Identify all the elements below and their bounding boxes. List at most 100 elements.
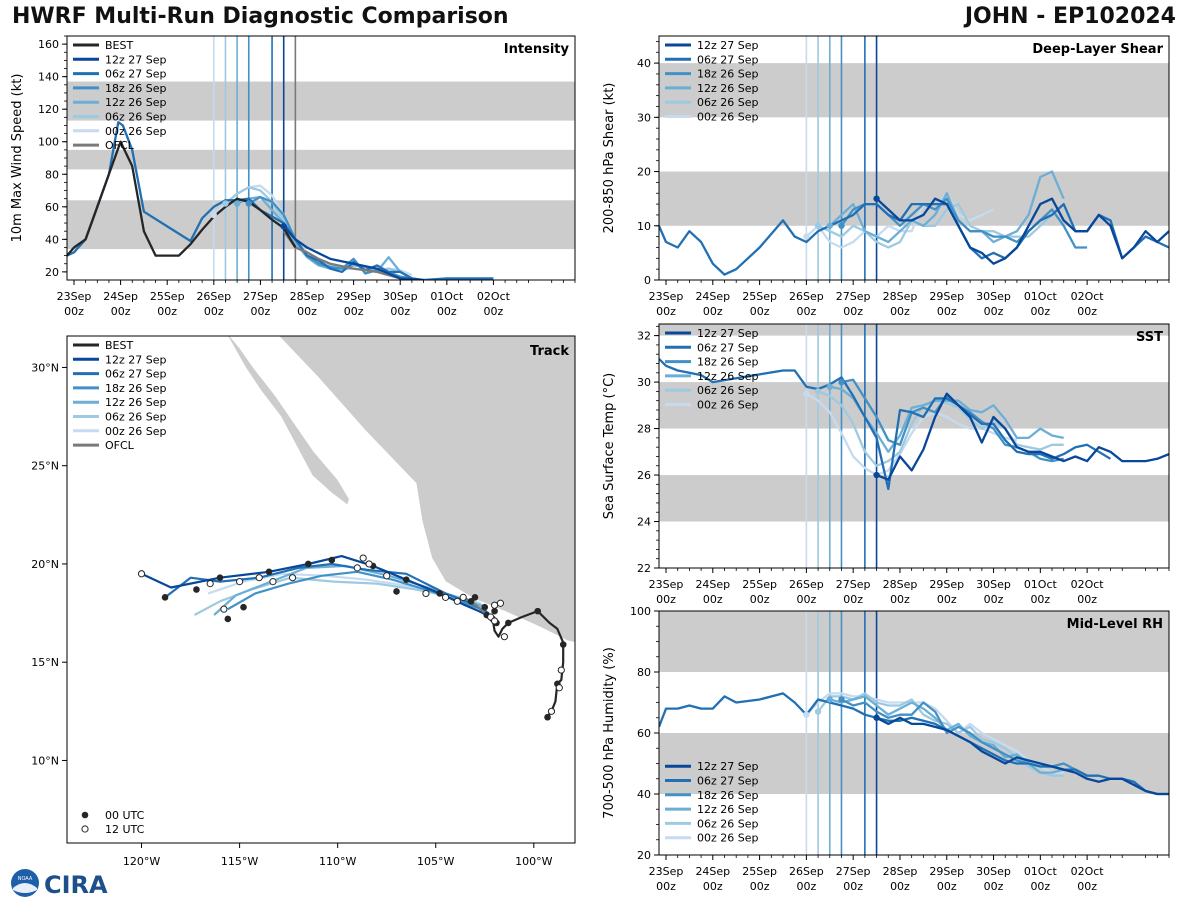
intensity-panel: 20 40 60 80 100 120 140 160 23Sep 00z 24Sep 00z 25Se… [10, 35, 576, 318]
sst-y-tick-label: 32 [637, 330, 651, 343]
sst-x-tick-label-date: 28Sep [883, 578, 918, 591]
shear-x-tick-label-hour: 00z [843, 305, 863, 318]
track-marker-12utc [255, 574, 263, 582]
shear-init-point-18z-26-sep [838, 222, 845, 229]
track-marker-00utc [393, 588, 400, 595]
shear-y-tick-label: 40 [637, 57, 651, 70]
intensity-legend-label-18z-26-sep: 18z 26 Sep [105, 82, 167, 95]
shear-panel-title: Deep-Layer Shear [1032, 42, 1163, 57]
sst-x-tick-label-hour: 00z [796, 593, 816, 606]
shear-x-tick-label-date: 23Sep [649, 290, 684, 303]
track-marker-12utc [441, 593, 450, 601]
rh-x-tick-label-hour: 00z [843, 880, 863, 893]
intensity-x-tick-label-date: 02Oct [477, 290, 511, 303]
rh-legend-label-00z-26-sep: 00z 26 Sep [697, 832, 759, 845]
track-y-tick-label: 10°N [31, 754, 59, 767]
shear-x-tick-label-hour: 00z [984, 305, 1004, 318]
track-x-tick-label: 105°W [417, 855, 454, 868]
rh-y-tick-label: 20 [637, 849, 651, 862]
rh-y-tick-label: 60 [637, 727, 651, 740]
intensity-y-tick-label: 60 [45, 201, 59, 214]
sst-x-tick-label-date: 01Oct [1024, 578, 1058, 591]
intensity-y-tick-label: 80 [45, 168, 59, 181]
sst-legend-label-18z-26-sep: 18z 26 Sep [697, 356, 759, 369]
track-panel: 120°W 115°W 110°W 105°W 100°W 10°N 15°N 20°N 25°… [31, 335, 576, 868]
track-y-tick-label: 25°N [31, 460, 59, 473]
track-legend-marker-00utc [81, 811, 89, 819]
shear-x-tick-label-date: 25Sep [742, 290, 777, 303]
sst-y-tick-label: 26 [637, 469, 651, 482]
track-legend-label-12z-26-sep: 12z 26 Sep [105, 396, 167, 409]
land-mexico-mainland [278, 336, 575, 644]
intensity-plot-area [67, 36, 575, 280]
cira-logo: NOAA CIRA [11, 869, 108, 899]
shear-x-tick-label-date: 27Sep [836, 290, 871, 303]
track-x-tick-label: 115°W [221, 855, 258, 868]
shear-panel: 0 10 20 30 40 23Sep 00z 24Sep 00z 25Sep 00z 26Sep 00… [602, 35, 1170, 318]
shear-init-point-12z-27-sep [873, 195, 880, 202]
intensity-x-tick-label-hour: 00z [157, 305, 177, 318]
shear-legend-label-06z-27-sep: 06z 27 Sep [697, 53, 759, 66]
track-legend-label-18z-26-sep: 18z 26 Sep [105, 382, 167, 395]
intensity-threshold-band [67, 81, 575, 121]
track-legend-label-best: BEST [105, 339, 133, 352]
track-marker-12utc [206, 580, 214, 588]
rh-x-tick-label-hour: 00z [750, 880, 770, 893]
sst-x-tick-label-hour: 00z [1030, 593, 1050, 606]
sst-x-tick-label-hour: 00z [984, 593, 1004, 606]
sst-legend-label-12z-26-sep: 12z 26 Sep [697, 370, 759, 383]
sst-x-tick-label-date: 24Sep [695, 578, 730, 591]
rh-threshold-band [659, 733, 1169, 794]
intensity-x-tick-label-hour: 00z [204, 305, 224, 318]
sst-y-tick-label: 24 [637, 516, 651, 529]
sst-x-tick-label-hour: 00z [750, 593, 770, 606]
rh-x-tick-label-hour: 00z [796, 880, 816, 893]
shear-series-12z-26-sep [829, 170, 1065, 244]
rh-x-tick-label-date: 30Sep [976, 865, 1011, 878]
track-marker-12utc [500, 633, 508, 641]
track-marker-12utc [453, 597, 461, 605]
shear-legend-label-12z-26-sep: 12z 26 Sep [697, 82, 759, 95]
shear-plot-area [659, 36, 1169, 280]
rh-legend-label-06z-26-sep: 06z 26 Sep [697, 817, 759, 830]
sst-x-tick-label-hour: 00z [703, 593, 723, 606]
track-legend-label-00z-26-sep: 00z 26 Sep [105, 425, 167, 438]
track-x-tick-label: 110°W [319, 855, 356, 868]
sst-x-tick-label-hour: 00z [937, 593, 957, 606]
sst-x-tick-label-hour: 00z [656, 593, 676, 606]
intensity-legend-label-00z-26-sep: 00z 26 Sep [105, 125, 167, 138]
track-marker-12utc [359, 554, 367, 562]
shear-threshold-band [659, 63, 1169, 118]
intensity-x-tick-label-date: 27Sep [243, 290, 278, 303]
intensity-threshold-band [67, 149, 575, 170]
intensity-series-12z-27-sep [282, 225, 424, 280]
intensity-threshold-band [67, 200, 575, 250]
shear-x-tick-label-date: 28Sep [883, 290, 918, 303]
sst-plot-area [659, 324, 1169, 568]
rh-series-12z-27-sep [876, 716, 1169, 796]
rh-series-06z-27-sep [659, 692, 1169, 796]
rh-x-tick-label-date: 02Oct [1071, 865, 1105, 878]
intensity-panel-title: Intensity [504, 42, 570, 57]
intensity-init-point-06z-26-sep [222, 200, 229, 207]
track-marker-12utc [557, 666, 565, 674]
sst-init-point-00z-26-sep [803, 390, 810, 397]
sst-series-12z-27-sep [876, 392, 1169, 481]
sst-legend-label-00z-26-sep: 00z 26 Sep [697, 399, 759, 412]
sst-y-axis-label: Sea Surface Temp (°C) [602, 373, 617, 520]
intensity-legend-label-12z-26-sep: 12z 26 Sep [105, 96, 167, 109]
rh-x-tick-label-date: 27Sep [836, 865, 871, 878]
sst-x-tick-label-date: 23Sep [649, 578, 684, 591]
track-marker-12utc [137, 570, 146, 578]
rh-x-tick-label-hour: 00z [984, 880, 1004, 893]
rh-x-tick-label-date: 26Sep [789, 865, 824, 878]
track-plot-area [67, 336, 575, 843]
shear-legend-label-18z-26-sep: 18z 26 Sep [697, 68, 759, 81]
intensity-y-tick-label: 100 [38, 136, 59, 149]
rh-legend-label-18z-26-sep: 18z 26 Sep [697, 789, 759, 802]
track-marker-12utc [269, 578, 277, 586]
sst-legend-label-06z-27-sep: 06z 27 Sep [697, 341, 759, 354]
track-marker-12utc [236, 578, 244, 586]
rh-threshold-band [659, 611, 1169, 672]
